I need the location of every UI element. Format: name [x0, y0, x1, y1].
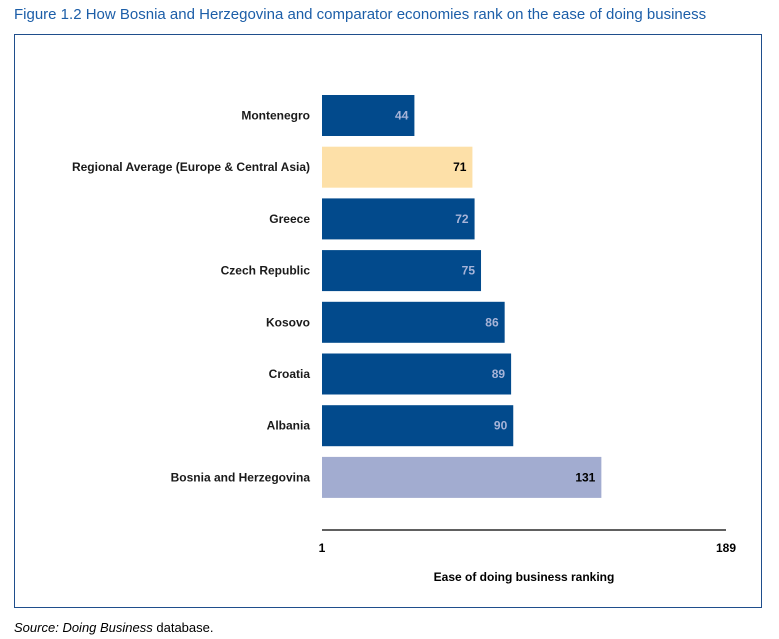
value-label: 90 [494, 419, 508, 433]
category-label: Bosnia and Herzegovina [171, 470, 311, 484]
value-label: 75 [462, 264, 476, 278]
bar [322, 146, 473, 188]
category-label: Kosovo [266, 315, 310, 329]
x-axis-title: Ease of doing business ranking [434, 570, 615, 584]
bar [322, 353, 512, 395]
bar [322, 250, 482, 292]
source-note: Source: Doing Business database. [14, 620, 213, 635]
source-suffix: database. [152, 620, 214, 635]
category-label: Croatia [269, 367, 311, 381]
bar [322, 301, 505, 343]
category-label: Greece [269, 212, 310, 226]
value-label: 44 [395, 109, 409, 123]
value-label: 71 [453, 160, 467, 174]
bar [322, 456, 602, 498]
value-label: 86 [485, 315, 499, 329]
source-prefix: Source: [14, 620, 59, 635]
bar [322, 95, 415, 136]
category-label: Regional Average (Europe & Central Asia) [72, 160, 310, 174]
value-label: 89 [492, 367, 506, 381]
x-tick-label: 1 [319, 541, 326, 555]
value-label: 72 [455, 212, 469, 226]
bar [322, 405, 514, 447]
chart-frame [14, 34, 762, 608]
bar [322, 198, 475, 240]
value-label: 131 [575, 470, 595, 484]
category-label: Albania [267, 419, 311, 433]
category-label: Montenegro [241, 109, 310, 123]
x-tick-label: 189 [716, 541, 736, 555]
source-italic: Doing Business [62, 620, 153, 635]
category-label: Czech Republic [221, 264, 311, 278]
figure-title: Figure 1.2 How Bosnia and Herzegovina an… [14, 6, 707, 23]
